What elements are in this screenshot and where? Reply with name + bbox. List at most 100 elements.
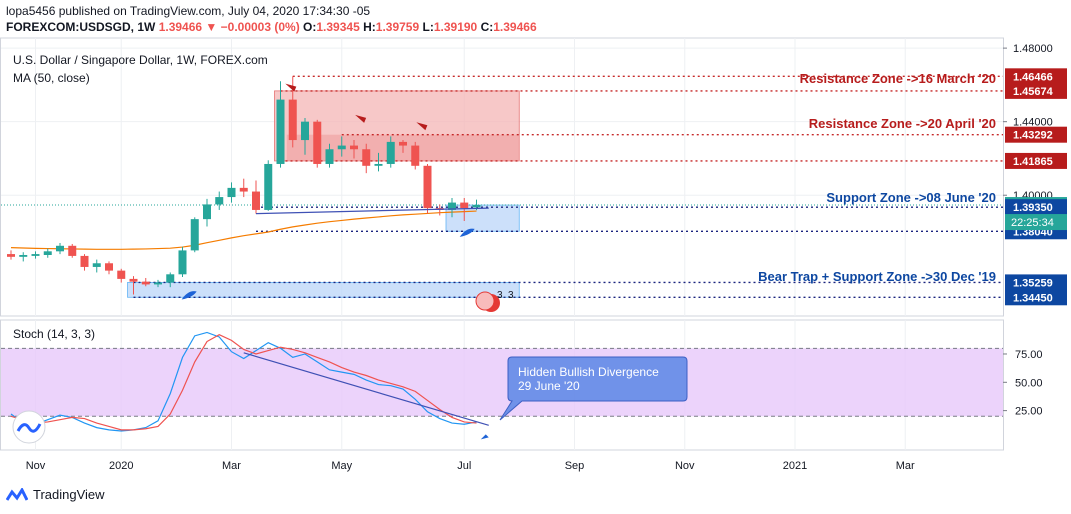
price-label-1: 1.46466 — [1013, 71, 1053, 83]
symbol-name[interactable]: FOREXCOM:USDSGD, 1W — [6, 20, 156, 34]
candle-body-37 — [460, 202, 469, 209]
support-zone-june-label: Support Zone ->08 June '20 — [826, 190, 996, 205]
candle-body-33 — [411, 145, 420, 166]
candle-body-20 — [252, 191, 260, 210]
close-value: 1.39466 — [493, 20, 537, 34]
candle-body-14 — [178, 250, 187, 275]
price-label-3: 1.44000 — [1013, 117, 1053, 129]
tradingview-logo-icon — [6, 487, 28, 501]
resistance-zone-april-label: Resistance Zone ->20 April '20 — [809, 116, 996, 131]
price-tag-bg-5 — [1005, 152, 1067, 169]
event-count-a: 3 — [497, 290, 503, 301]
candle-body-22 — [276, 99, 285, 164]
low-value: 1.39190 — [433, 20, 478, 34]
divergence-callout-bubble — [499, 356, 688, 421]
price-tag-bg-8 — [1005, 199, 1067, 216]
countdown-label: 22:25:34 — [1011, 217, 1054, 229]
price-tag-bg-1 — [1005, 68, 1067, 85]
high-label: H: — [363, 20, 376, 34]
last-price: 1.39466 — [158, 20, 203, 34]
stoch-divergence-line — [243, 352, 489, 426]
candle-body-29 — [362, 149, 371, 166]
chart-logo-wave — [16, 423, 42, 433]
divergence-callout-title: Hidden Bullish Divergence — [518, 365, 659, 379]
candles-layer[interactable] — [7, 76, 481, 295]
candle-body-1 — [19, 254, 28, 257]
candle-body-9 — [117, 270, 126, 279]
flag-circle-front — [475, 291, 495, 311]
price-pane-border — [0, 37, 1004, 317]
stoch-pane-border — [0, 319, 1004, 451]
stoch-d-line — [10, 334, 477, 431]
level-lines — [1, 75, 1003, 298]
candle-body-7 — [92, 263, 101, 267]
candle-body-2 — [31, 254, 40, 256]
buy-rocket-0 — [181, 291, 197, 300]
open-value: 1.39345 — [316, 20, 360, 34]
stoch-band — [1, 348, 1003, 417]
candle-body-23 — [288, 99, 297, 141]
tradingview-brand-name: TradingView — [33, 487, 105, 502]
time-label-6: Nov — [675, 460, 695, 472]
moving-average-layer — [10, 210, 477, 250]
low-label: L: — [422, 20, 434, 34]
buy-rocket-1 — [459, 228, 475, 237]
price-label-8: 1.39350 — [1013, 202, 1053, 214]
ma50-line — [10, 210, 477, 250]
sell-arrow-1 — [355, 114, 367, 123]
stoch-label-2: 25.00 — [1015, 406, 1043, 418]
price-change: ▼ −0.00003 (0%) — [205, 20, 300, 34]
high-value: 1.39759 — [375, 20, 420, 34]
candle-body-6 — [80, 255, 89, 267]
candle-body-21 — [264, 163, 273, 210]
candle-body-13 — [166, 274, 175, 283]
ma-legend: MA (50, close) — [13, 71, 90, 85]
candle-body-24 — [301, 121, 309, 141]
candle-body-27 — [337, 145, 346, 150]
event-count-b: 3 — [508, 290, 514, 301]
pair-legend: U.S. Dollar / Singapore Dollar, 1W, FORE… — [13, 53, 268, 67]
us-flag-event-icon[interactable]: 3 3 — [475, 290, 514, 312]
candle-body-25 — [313, 121, 322, 164]
tradingview-brand[interactable]: TradingView — [6, 487, 105, 502]
price-label-2: 1.45674 — [1013, 86, 1054, 98]
divergence-callout[interactable]: Hidden Bullish Divergence 29 June '20 — [499, 356, 688, 421]
candle-body-19 — [239, 187, 248, 192]
price-label-4: 1.43292 — [1013, 130, 1053, 142]
candle-body-17 — [215, 197, 224, 205]
price-label-11: 1.34450 — [1013, 292, 1053, 304]
stoch-legend: Stoch (14, 3, 3) — [13, 327, 95, 341]
price-label-0: 1.48000 — [1013, 43, 1053, 55]
candle-body-31 — [386, 141, 395, 164]
stoch-divergence-rocket — [480, 434, 489, 440]
candle-body-26 — [325, 149, 334, 164]
candle-body-5 — [68, 245, 77, 256]
time-label-4: Jul — [457, 460, 471, 472]
time-label-5: Sep — [565, 460, 585, 472]
candle-body-4 — [56, 245, 64, 252]
candle-body-16 — [203, 204, 211, 220]
higher-low-trendline — [255, 207, 489, 215]
time-label-1: 2020 — [109, 460, 133, 472]
candle-body-3 — [43, 251, 52, 255]
time-label-0: Nov — [26, 460, 46, 472]
stoch-label-0: 75.00 — [1015, 349, 1043, 361]
bear-trap-zone-dec — [127, 282, 520, 298]
chart-logo-icon[interactable] — [12, 410, 46, 444]
candle-body-10 — [129, 278, 138, 282]
time-label-7: 2021 — [783, 460, 807, 472]
candle-body-38 — [472, 205, 481, 208]
candle-body-0 — [7, 254, 15, 257]
candle-body-32 — [399, 141, 407, 146]
price-tag-bg-10 — [1005, 274, 1067, 291]
open-label: O: — [303, 20, 317, 34]
trend-lines — [181, 83, 489, 300]
time-label-3: May — [331, 460, 352, 472]
sell-arrow-0 — [285, 83, 297, 92]
bear-trap-zone-label: Bear Trap + Support Zone ->30 Dec '19 — [758, 269, 996, 284]
stochastic-pane[interactable] — [1, 331, 1003, 440]
publisher-line: lopa5456 published on TradingView.com, J… — [6, 4, 371, 18]
price-label-10: 1.35259 — [1013, 277, 1053, 289]
